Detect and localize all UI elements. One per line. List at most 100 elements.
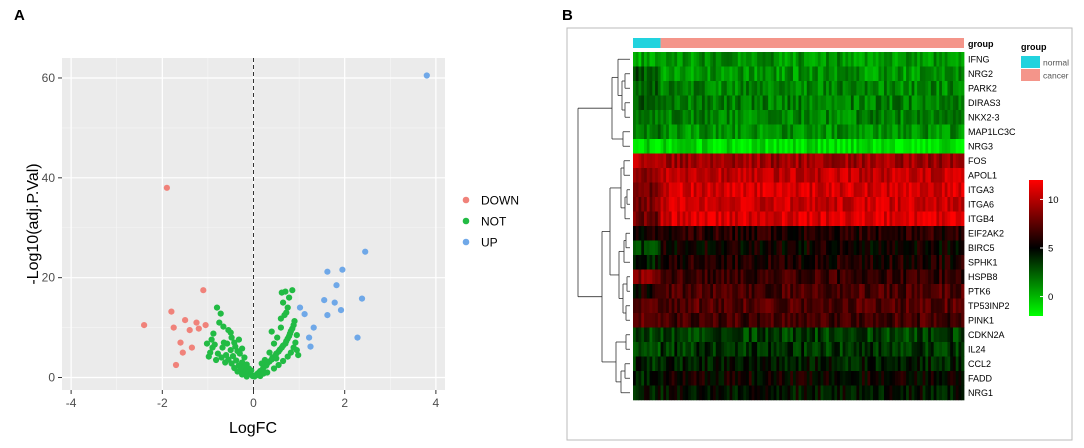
heatmap-cell (828, 197, 832, 212)
heatmap-cell (961, 139, 965, 154)
legend-marker-up (462, 238, 470, 246)
heatmap-cell (674, 197, 678, 212)
y-tick-label: 60 (42, 71, 56, 85)
heatmap-cell (663, 284, 667, 299)
data-point-not (224, 340, 231, 347)
heatmap-cell (768, 313, 772, 328)
heatmap-cell (779, 153, 783, 169)
heatmap-cell (914, 110, 918, 125)
heatmap-cell (693, 284, 697, 299)
heatmap-cell (952, 284, 957, 299)
heatmap-cell (770, 168, 775, 183)
heatmap-cell (668, 52, 673, 67)
heatmap-cell (781, 356, 786, 372)
heatmap-cell (936, 269, 940, 285)
heatmap-cell (925, 371, 929, 386)
heatmap-cell (784, 385, 788, 401)
heatmap-cell (823, 110, 827, 125)
heatmap-cell (958, 385, 962, 401)
heatmap-cell (917, 385, 921, 401)
heatmap-cell (878, 81, 882, 96)
heatmap-cell (773, 284, 777, 299)
heatmap-cell (936, 124, 940, 140)
heatmap-cell (759, 240, 764, 256)
heatmap-cell (815, 298, 819, 314)
heatmap-cell (688, 110, 692, 125)
heatmap-cell (958, 255, 962, 270)
heatmap-cell (801, 81, 805, 96)
heatmap-cell (682, 240, 686, 256)
heatmap-cell (828, 95, 832, 111)
heatmap-cell (685, 342, 689, 357)
heatmap-cell (682, 66, 686, 82)
heatmap-cell (930, 66, 935, 82)
heatmap-cell (944, 371, 948, 386)
heatmap-cell (941, 168, 946, 183)
heatmap-cell (941, 342, 946, 357)
heatmap-cell (655, 356, 659, 372)
heatmap-cell (892, 110, 896, 125)
heatmap-cell (677, 182, 681, 198)
heatmap-cell (842, 255, 846, 270)
heatmap-cell (859, 110, 863, 125)
heatmap-cell (806, 95, 810, 111)
heatmap-cell (820, 211, 824, 227)
heatmap-cell (685, 211, 689, 227)
heatmap-cell (947, 153, 951, 169)
heatmap-cell (878, 342, 882, 357)
heatmap-cell (875, 182, 879, 198)
heatmap-cell (950, 356, 954, 372)
heatmap-cell (906, 81, 910, 96)
heatmap-cell (828, 385, 832, 401)
heatmap-cell (729, 139, 733, 154)
heatmap-cell (936, 110, 940, 125)
heatmap-cell (944, 139, 948, 154)
heatmap-cell (820, 255, 824, 270)
heatmap-cell (688, 255, 692, 270)
heatmap-cell (933, 66, 937, 82)
heatmap-cell (795, 269, 799, 285)
heatmap-cell (762, 211, 766, 227)
heatmap-cell (812, 95, 816, 111)
heatmap-cell (804, 211, 808, 227)
heatmap-cell (845, 211, 849, 227)
data-point-down (193, 319, 200, 326)
heatmap-cell (710, 298, 714, 314)
heatmap-cell (740, 240, 744, 256)
heatmap-cell (917, 298, 921, 314)
heatmap-cell (872, 371, 877, 386)
heatmap-cell (848, 81, 852, 96)
heatmap-cell (801, 95, 805, 111)
heatmap-cell (779, 226, 783, 241)
heatmap-cell (952, 52, 957, 67)
heatmap-cell (944, 197, 948, 212)
heatmap-cell (660, 81, 664, 96)
heatmap-cell (641, 371, 645, 386)
heatmap-cell (660, 298, 664, 314)
heatmap-cell (635, 168, 639, 183)
heatmap-cell (845, 110, 849, 125)
heatmap-cell (652, 385, 656, 401)
heatmap-cell (773, 342, 777, 357)
heatmap-cell (848, 168, 852, 183)
data-point-down (179, 349, 186, 356)
heatmap-cell (685, 284, 689, 299)
heatmap-cell (635, 110, 639, 125)
heatmap-cell (919, 327, 924, 343)
heatmap-cell (798, 240, 802, 256)
heatmap-cell (701, 327, 706, 343)
heatmap-cell (674, 153, 678, 169)
heatmap-cell (729, 356, 733, 372)
data-point-not (284, 304, 291, 311)
heatmap-cell (712, 255, 717, 270)
heatmap-cell (941, 182, 946, 198)
row-dendrogram (577, 58, 630, 394)
heatmap-cell (839, 255, 844, 270)
heatmap-cell (812, 313, 816, 328)
heatmap-cell (834, 226, 838, 241)
heatmap-cell (663, 342, 667, 357)
heatmap-cell (845, 385, 849, 401)
heatmap-cell (804, 313, 808, 328)
heatmap-cell (646, 269, 650, 285)
